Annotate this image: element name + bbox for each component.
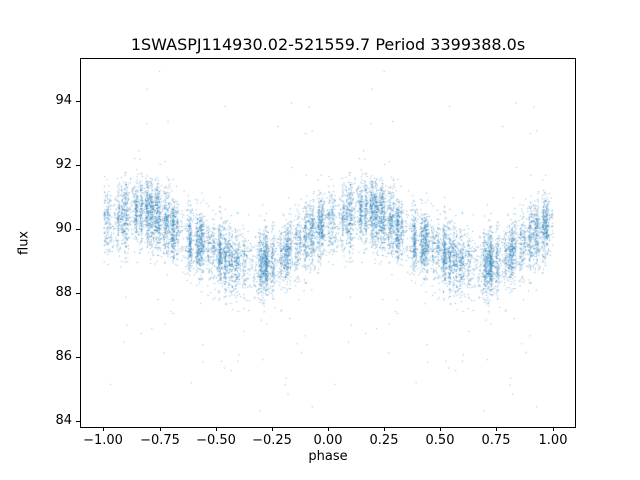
- x-tick-label: −0.75: [140, 433, 180, 448]
- y-tick-mark: [76, 165, 80, 166]
- y-tick-label: 86: [55, 349, 72, 364]
- y-tick-label: 94: [55, 93, 72, 108]
- y-tick-mark: [76, 421, 80, 422]
- y-tick-mark: [76, 229, 80, 230]
- x-tick-label: −1.00: [83, 433, 123, 448]
- x-tick-mark: [216, 427, 217, 431]
- x-tick-mark: [272, 427, 273, 431]
- x-tick-mark: [553, 427, 554, 431]
- y-tick-mark: [76, 293, 80, 294]
- y-tick-mark: [76, 101, 80, 102]
- x-tick-label: −0.25: [252, 433, 292, 448]
- x-tick-label: 0.50: [425, 433, 455, 448]
- x-tick-mark: [440, 427, 441, 431]
- x-tick-mark: [328, 427, 329, 431]
- scatter-points: [81, 59, 575, 427]
- x-tick-mark: [496, 427, 497, 431]
- x-tick-label: −0.50: [196, 433, 236, 448]
- y-tick-label: 84: [55, 413, 72, 428]
- x-tick-label: 0.25: [369, 433, 399, 448]
- y-tick-mark: [76, 357, 80, 358]
- chart-title: 1SWASPJ114930.02-521559.7 Period 3399388…: [130, 35, 526, 54]
- x-tick-label: 1.00: [538, 433, 568, 448]
- x-tick-mark: [103, 427, 104, 431]
- x-tick-mark: [384, 427, 385, 431]
- plot-area: [80, 58, 576, 428]
- x-tick-mark: [160, 427, 161, 431]
- x-tick-label: 0.75: [481, 433, 511, 448]
- y-tick-label: 92: [55, 157, 72, 172]
- x-tick-label: 0.00: [313, 433, 343, 448]
- x-axis-label: phase: [308, 449, 348, 464]
- y-axis-label: flux: [16, 230, 32, 256]
- y-tick-label: 88: [55, 285, 72, 300]
- y-tick-label: 90: [55, 221, 72, 236]
